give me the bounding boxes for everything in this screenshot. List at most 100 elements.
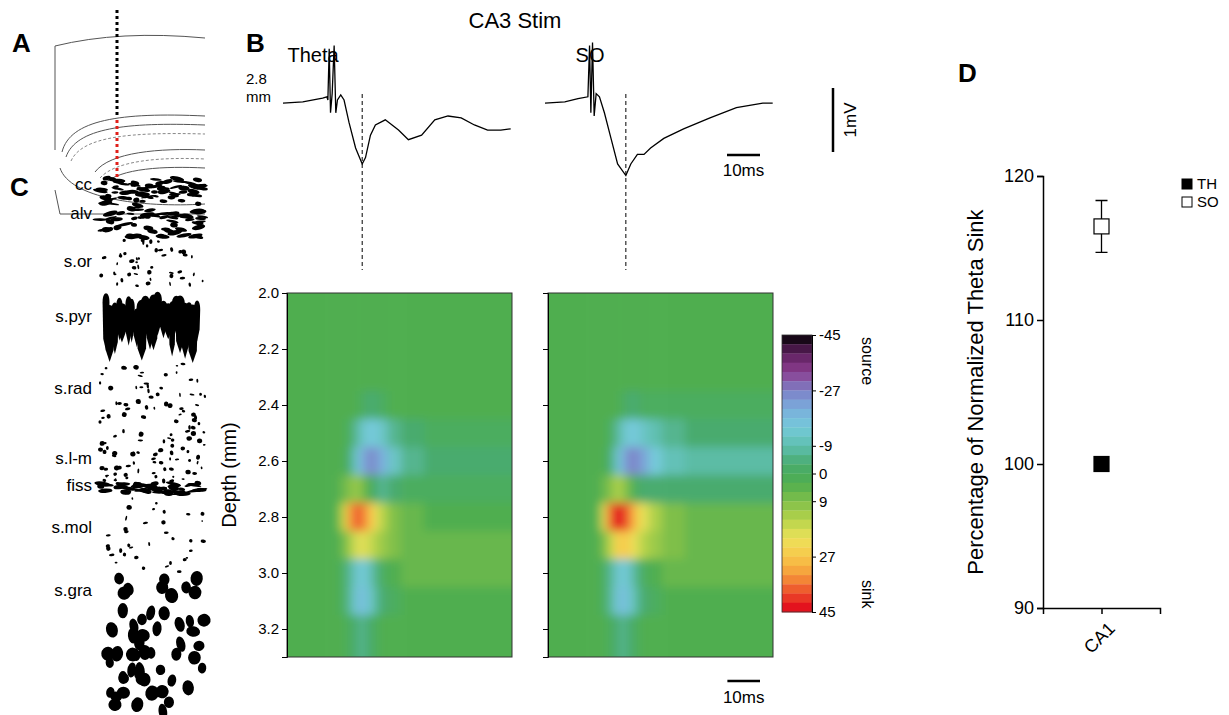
- tick: [543, 293, 548, 294]
- cell-drawing: [162, 187, 170, 190]
- cell-drawing: [173, 180, 188, 184]
- cell-drawing: [159, 461, 164, 465]
- cell-drawing: [141, 415, 147, 420]
- cell-drawing: [125, 647, 140, 662]
- csd-cell: [639, 363, 649, 392]
- csd-cell: [329, 531, 339, 560]
- csd-cell: [329, 447, 339, 476]
- csd-cell: [649, 559, 663, 588]
- csd-cell: [607, 447, 614, 476]
- cell-drawing: [102, 227, 110, 232]
- csd-cell: [359, 615, 366, 657]
- legend: THSO: [1182, 175, 1219, 210]
- cell-drawing: [169, 433, 173, 437]
- csd-cell: [388, 587, 402, 616]
- csd-cell: [401, 293, 424, 336]
- cell-drawing: [152, 452, 158, 457]
- scale-bar-label: 10ms: [723, 688, 765, 707]
- panel-label: B: [246, 28, 265, 58]
- tick-mark: [812, 335, 816, 336]
- cell-drawing: [195, 201, 202, 206]
- cell-drawing: [197, 662, 206, 674]
- panel-label: D: [958, 58, 977, 88]
- cell-drawing: [98, 420, 101, 424]
- cell-drawing: [137, 613, 147, 625]
- cell-drawing: [127, 627, 138, 644]
- cell-drawing: [99, 273, 104, 278]
- cell-drawing: [200, 466, 202, 469]
- x-axis: CA1: [1044, 608, 1161, 657]
- csd-cell: [287, 503, 330, 532]
- cell-drawing: [150, 266, 154, 269]
- cell-drawing: [177, 570, 182, 573]
- cell-drawing: [163, 467, 167, 471]
- csd-cell: [329, 503, 339, 532]
- csd-cell: [639, 587, 649, 616]
- csd-cell: [685, 335, 718, 364]
- csd-cell: [662, 531, 685, 560]
- csd-cell: [620, 503, 627, 532]
- csd-cell: [457, 531, 512, 560]
- cell-drawing: [155, 392, 160, 397]
- scale-bar-label: 10ms: [723, 161, 765, 180]
- cell-drawing: [202, 431, 205, 434]
- csd-cell: [620, 559, 627, 588]
- cell-drawing: [185, 470, 190, 475]
- cell-drawing: [171, 537, 175, 541]
- cell-drawing: [158, 249, 164, 252]
- cell-drawing: [133, 273, 138, 276]
- csd-cell: [649, 293, 663, 336]
- layer-label: s.mol: [51, 518, 92, 537]
- csd-cell: [607, 475, 614, 504]
- csd-cell: [388, 391, 402, 420]
- csd-cell: [633, 391, 640, 420]
- csd-cell: [600, 363, 607, 392]
- csd-cell: [346, 293, 353, 336]
- plot-frame: [548, 293, 773, 657]
- cell-drawing: [112, 179, 124, 185]
- csd-cell: [339, 615, 346, 657]
- cell-drawing: [150, 178, 162, 182]
- csd-cell: [662, 363, 685, 392]
- cell-drawing: [191, 255, 193, 258]
- cell-drawing: [163, 439, 166, 443]
- colorbar-band: [782, 492, 812, 502]
- tick: -27: [812, 382, 841, 399]
- layer-label: s.l-m: [55, 449, 92, 468]
- tick-mark: [543, 293, 548, 294]
- tick-label: 0: [819, 465, 827, 482]
- tick-mark: [282, 349, 287, 350]
- csd-cell: [620, 615, 627, 657]
- csd-cell: [620, 587, 627, 616]
- cell-drawing: [98, 447, 103, 452]
- tick: 100: [1004, 454, 1043, 474]
- cell-drawing: [183, 253, 188, 257]
- tick-mark: [282, 573, 287, 574]
- tick-label: 120: [1004, 166, 1034, 186]
- tick-mark: [543, 349, 548, 350]
- scale-bar-x: [727, 154, 760, 157]
- csd-cell: [626, 503, 633, 532]
- tick-mark: [812, 446, 816, 447]
- tick-mark: [543, 517, 548, 518]
- csd-cell: [372, 559, 379, 588]
- cell-drawing: [126, 212, 134, 215]
- cell-drawing: [149, 239, 153, 244]
- tick: 120: [1004, 166, 1043, 186]
- cell-drawing: [136, 186, 151, 193]
- cell-drawing: [165, 565, 170, 568]
- cell-drawing: [111, 186, 124, 191]
- csd-cell: [401, 587, 424, 616]
- legend-swatch: [1182, 179, 1192, 189]
- tick-mark: [812, 501, 816, 502]
- csd-cell: [548, 475, 591, 504]
- csd-cell: [620, 363, 627, 392]
- csd-cell: [590, 447, 600, 476]
- tick: CA1: [1080, 608, 1119, 657]
- plot-frame: [287, 293, 512, 657]
- cell-drawing: [176, 371, 178, 374]
- cell-drawing: [98, 488, 113, 493]
- tick-label: 100: [1004, 454, 1034, 474]
- csd-cell: [424, 335, 457, 364]
- cell-drawing: [178, 185, 190, 191]
